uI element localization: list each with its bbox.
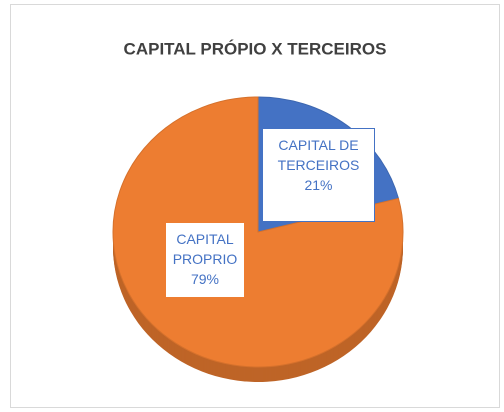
pie-slice [112,96,404,368]
data-label: CAPITAL DE TERCEIROS 21% [262,128,375,222]
label-value: 79% [190,271,220,287]
label-category: CAPITAL DE TERCEIROS [277,137,360,173]
label-value: 21% [304,177,333,193]
label-category: CAPITAL PROPRIO [172,231,238,267]
chart-title: CAPITAL PRÓPIO X TERCEIROS [124,39,387,58]
data-label: CAPITAL PROPRIO 79% [165,222,245,298]
